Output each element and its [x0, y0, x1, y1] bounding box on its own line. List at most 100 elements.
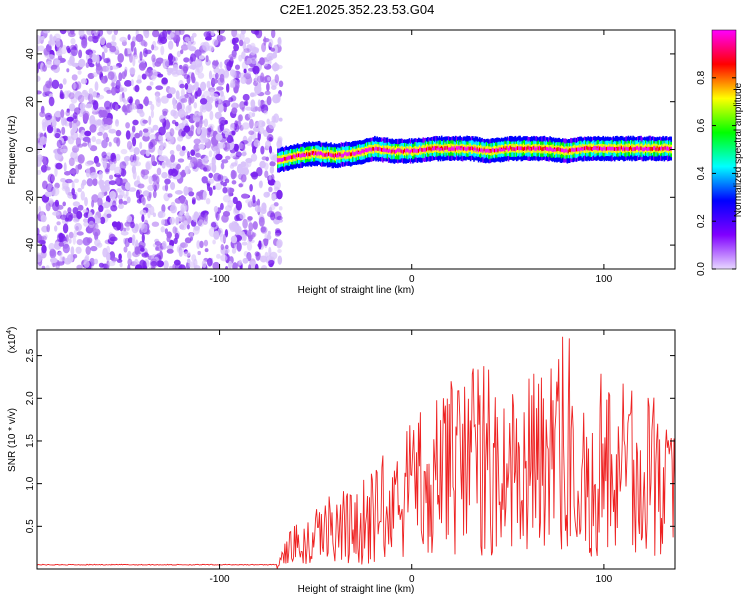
heatmap-noise-cell: [269, 161, 276, 167]
heatmap-noise-cell: [190, 53, 196, 63]
heatmap-noise-cell: [124, 48, 128, 57]
heatmap-noise-cell: [252, 194, 256, 204]
heatmap-ridge-cell: [407, 148, 410, 153]
heatmap-noise-cell: [183, 186, 189, 196]
heatmap-ridge-cell: [445, 146, 448, 150]
heatmap-noise-cell: [195, 161, 203, 168]
heatmap-ridge-cell: [417, 149, 420, 153]
snr-multiplier: (x104): [6, 327, 18, 354]
heatmap-noise-cell: [203, 137, 209, 143]
heatmap-noise-cell: [55, 50, 63, 56]
heatmap-noise-cell: [188, 191, 195, 197]
heatmap-ridge-cell: [613, 147, 616, 151]
heatmap-noise-cell: [115, 119, 119, 127]
heatmap-noise-cell: [74, 222, 82, 232]
heatmap-ridge-cell: [630, 145, 632, 150]
heatmap-noise-cell: [268, 175, 272, 181]
heatmap-ridge-cell: [330, 153, 332, 157]
heatmap-ridge-cell: [409, 149, 412, 154]
heatmap-noise-cell: [232, 262, 238, 269]
heatmap-noise-cell: [256, 198, 261, 207]
heatmap-noise-cell: [82, 89, 86, 95]
heatmap-noise-cell: [261, 42, 267, 53]
heatmap-ridge-cell: [642, 147, 645, 152]
heatmap-ridge-cell: [404, 148, 406, 153]
colorbar-tick-label: 0.0: [696, 262, 707, 276]
heatmap-noise-cell: [54, 110, 62, 118]
heatmap-noise-cell: [238, 259, 243, 266]
heatmap-noise-cell: [244, 106, 253, 111]
heatmap-ridge-cell: [488, 148, 490, 153]
heatmap-noise-cell: [37, 90, 42, 95]
heatmap-noise-cell: [72, 235, 77, 245]
heatmap-ridge-cell: [308, 152, 310, 156]
heatmap-noise-cell: [145, 161, 151, 171]
heatmap-noise-cell: [40, 36, 45, 41]
heatmap-ridge-cell: [349, 152, 352, 157]
heatmap-noise-cell: [166, 231, 172, 239]
heatmap-noise-cell: [115, 153, 121, 161]
heatmap-noise-cell: [87, 58, 93, 65]
heatmap-noise-cell: [161, 161, 166, 169]
heatmap-noise-cell: [127, 250, 132, 260]
heatmap-noise-cell: [150, 110, 154, 119]
heatmap-noise-cell: [71, 188, 75, 196]
heatmap-ridge-cell: [327, 152, 330, 156]
heatmap-noise-cell: [151, 266, 156, 269]
heatmap-noise-cell: [195, 152, 201, 158]
heatmap-noise-cell: [122, 200, 128, 205]
heatmap-ridge-cell: [650, 146, 653, 151]
heatmap-noise-cell: [160, 45, 165, 56]
heatmap-noise-cell: [160, 155, 168, 161]
heatmap-noise-cell: [236, 242, 242, 252]
heatmap-ridge-cell: [339, 152, 342, 157]
heatmap-ridge-cell: [498, 147, 501, 152]
heatmap-noise-cell: [85, 167, 91, 178]
heatmap-ridge-cell: [624, 147, 626, 152]
heatmap-noise-cell: [200, 81, 207, 92]
heatmap-noise-cell: [254, 30, 260, 36]
heatmap-ridge-cell: [530, 146, 533, 151]
heatmap-noise-cell: [187, 43, 192, 50]
heatmap-ridge-cell: [370, 148, 373, 152]
heatmap-noise-cell: [72, 193, 77, 200]
heatmap-noise-cell: [39, 136, 47, 145]
heatmap-noise-cell: [105, 117, 113, 126]
heatmap-noise-cell: [104, 184, 111, 192]
heatmap-noise-cell: [41, 265, 46, 269]
heatmap-noise-cell: [246, 242, 253, 251]
heatmap-ridge-cell: [533, 145, 535, 150]
heatmap-ridge-cell: [351, 152, 353, 157]
heatmap-noise-cell: [259, 255, 268, 263]
heatmap-noise-cell: [73, 178, 79, 183]
spectrogram-ytick-label: 20: [25, 96, 36, 108]
heatmap-noise-cell: [52, 119, 57, 128]
heatmap-noise-cell: [96, 54, 100, 64]
heatmap-noise-cell: [65, 234, 69, 243]
heatmap-ridge-cell: [649, 146, 652, 151]
heatmap-noise-cell: [190, 149, 196, 156]
spectrogram-ylabel: Frequency (Hz): [7, 116, 18, 185]
spectrogram-xtick-label: -100: [210, 274, 230, 285]
heatmap-noise-cell: [219, 35, 226, 42]
heatmap-noise-cell: [160, 226, 165, 233]
heatmap-noise-cell: [263, 191, 270, 198]
heatmap-noise-cell: [142, 190, 150, 197]
heatmap-noise-cell: [96, 242, 103, 248]
heatmap-noise-cell: [179, 150, 185, 157]
heatmap-noise-cell: [187, 151, 190, 158]
snr-series-line: [37, 336, 675, 569]
heatmap-noise-cell: [243, 37, 251, 45]
heatmap-noise-cell: [91, 194, 99, 203]
heatmap-noise-cell: [48, 96, 55, 107]
heatmap-noise-cell: [249, 118, 254, 129]
heatmap-noise-cell: [86, 178, 94, 187]
heatmap-noise-cell: [64, 171, 71, 176]
heatmap-ridge-cell: [666, 146, 669, 150]
heatmap-ridge-cell: [492, 148, 495, 153]
heatmap-ridge-cell: [491, 147, 494, 152]
heatmap-ridge-cell: [444, 146, 446, 150]
heatmap-noise-cell: [197, 250, 201, 256]
heatmap-noise-cell: [250, 99, 256, 108]
heatmap-ridge-cell: [319, 151, 322, 155]
